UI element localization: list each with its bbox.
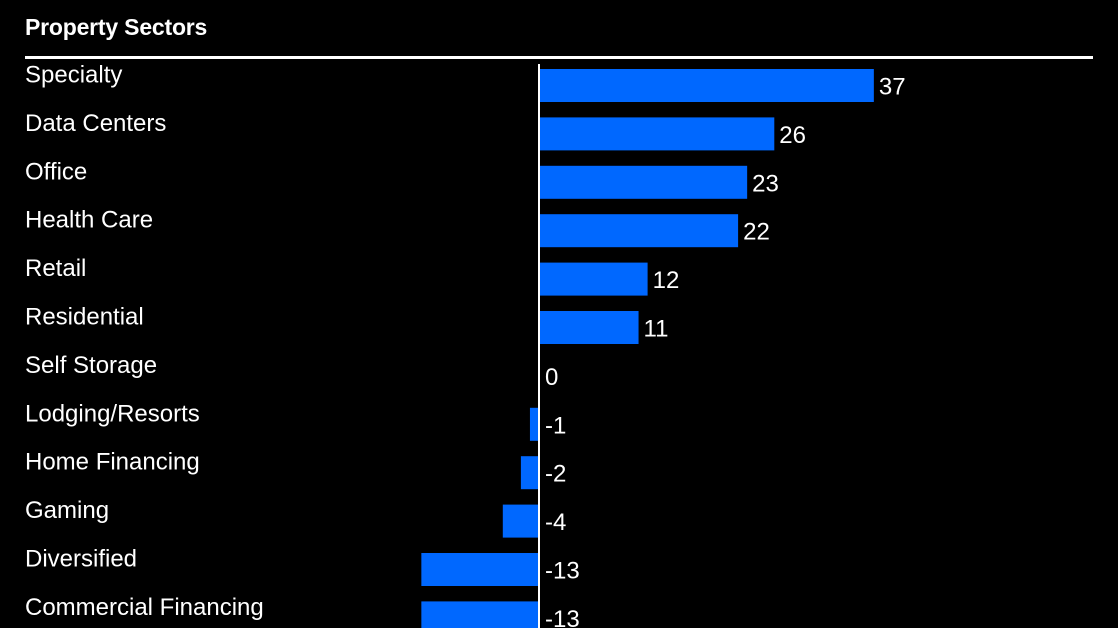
title-rule xyxy=(25,56,1093,59)
bar xyxy=(421,601,539,628)
value-label: 37 xyxy=(879,74,906,101)
bar xyxy=(502,504,539,538)
bar xyxy=(539,69,874,102)
bar xyxy=(539,165,748,199)
value-label: 11 xyxy=(644,316,669,343)
bar xyxy=(539,311,639,344)
value-label: -2 xyxy=(545,461,566,488)
chart-title: Property Sectors xyxy=(25,14,208,40)
category-label: Retail xyxy=(25,255,86,282)
category-label: Self Storage xyxy=(25,352,157,379)
bar xyxy=(539,214,739,248)
category-labels: Specialty Data Centers Office Health Care Re… xyxy=(25,62,264,621)
category-label: Residential xyxy=(25,304,144,331)
value-label: 22 xyxy=(743,219,770,246)
category-label: Data Centers xyxy=(25,110,166,137)
value-label: -1 xyxy=(545,412,566,439)
bar xyxy=(520,456,539,490)
bars xyxy=(421,69,874,628)
value-label: -13 xyxy=(545,606,580,628)
value-label: 26 xyxy=(779,122,806,149)
value-label: -4 xyxy=(545,509,566,536)
bar xyxy=(529,407,539,441)
value-label: -13 xyxy=(545,558,580,585)
value-label: 12 xyxy=(653,267,680,294)
category-label: Home Financing xyxy=(25,449,200,476)
category-label: Lodging/Resorts xyxy=(25,400,200,427)
bar xyxy=(539,117,775,151)
category-label: Commercial Financing xyxy=(25,594,264,621)
category-label: Office xyxy=(25,158,87,185)
bar xyxy=(421,553,539,586)
category-label: Diversified xyxy=(25,546,137,573)
category-label: Gaming xyxy=(25,497,109,524)
bar xyxy=(539,262,648,296)
category-label: Specialty xyxy=(25,62,122,89)
category-label: Health Care xyxy=(25,207,153,234)
value-label: 23 xyxy=(752,170,779,197)
value-label: 0 xyxy=(545,364,558,391)
